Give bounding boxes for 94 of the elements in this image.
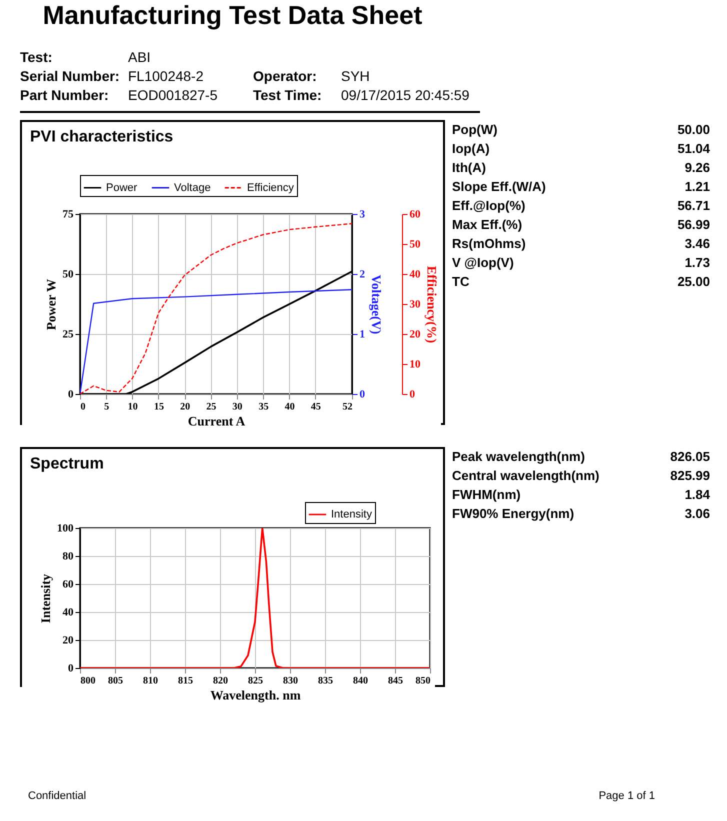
y2-tick-label: 3 [360,208,366,220]
text: Central wavelength(nm) [452,468,600,483]
text: FWHM(nm) [452,487,522,502]
text: Test: [20,49,54,65]
y2-axis-title: Voltage(V) [369,274,384,334]
text: Rs(mOhms) [452,236,527,251]
y3-tick-label: 0 [410,388,416,400]
y3-axis-title: Efficiency(%) [424,266,440,344]
x-tick-label: 850 [416,676,430,686]
text: ABI [128,49,152,65]
text: Operator: [253,68,318,84]
x-axis-title: Current A [188,414,246,428]
text: SYH [341,68,371,84]
x-tick-label: 0 [80,402,86,412]
legend-label: Intensity [331,508,372,520]
chart-title: Spectrum [30,456,104,472]
text: Iop(A) [452,141,491,156]
text: Page 1 of 1 [598,790,655,802]
x-tick-label: 25 [206,402,216,412]
y3-tick-label: 20 [410,328,421,340]
y-tick-label: 0 [68,662,74,674]
y-tick-label: 100 [57,522,74,534]
y2-tick-label: 0 [360,388,366,400]
text: 826.05 [670,449,710,464]
x-tick-label: 10 [128,402,138,412]
x-tick-label: 30 [232,402,242,412]
text: 25.00 [677,274,710,289]
text: Peak wavelength(nm) [452,449,586,464]
legend-label: Efficiency [247,182,294,194]
text: FL100248-2 [128,68,205,84]
y-tick-label: 80 [62,550,74,562]
y3-tick-label: 50 [410,238,421,250]
text: Serial Number: [20,68,121,84]
y2-tick-label: 1 [360,328,365,340]
x-tick-label: 810 [143,676,158,686]
text: Max Eff.(%) [452,217,524,232]
text: Slope Eff.(W/A) [452,179,547,194]
x-tick-label: 815 [178,676,193,686]
text: 3.06 [684,506,710,521]
text: TC [452,274,470,289]
text: Ith(A) [452,160,487,175]
text: 56.71 [677,198,710,213]
text: Manufacturing Test Data Sheet [42,0,424,31]
text: Pop(W) [452,122,498,137]
x-tick-label: 45 [310,402,321,412]
y3-tick-label: 30 [410,298,421,310]
x-tick-label: 840 [353,676,368,686]
y3-tick-label: 60 [410,208,421,220]
text: 1.21 [684,179,710,194]
y-tick-label: 40 [62,606,74,618]
y2-tick-label: 2 [360,268,366,280]
text: 3.46 [684,236,710,251]
text: Eff.@Iop(%) [452,198,526,213]
x-tick-label: 800 [80,676,96,686]
y-axis-title: Intensity [38,573,53,624]
y3-tick-label: 40 [410,268,421,280]
text: 09/17/2015 20:45:59 [341,87,470,103]
text: 825.99 [670,468,710,483]
text: FW90% Energy(nm) [452,506,576,521]
chart-title: PVI characteristics [30,128,174,146]
x-tick-label: 845 [388,676,403,686]
x-tick-label: 20 [180,402,190,412]
text: 56.99 [677,217,710,232]
y-tick-label: 75 [62,208,74,220]
legend-label: Power [106,182,138,194]
text: 50.00 [677,122,710,137]
text: Test Time: [253,87,323,103]
x-tick-label: 5 [104,402,110,412]
x-tick-label: 825 [248,676,263,686]
text: 1.84 [684,487,710,502]
x-tick-label: 52 [342,402,352,412]
text: Confidential [28,790,86,802]
y-tick-label: 20 [62,634,74,646]
x-tick-label: 820 [213,676,228,686]
y-tick-label: 0 [68,388,74,400]
y-tick-label: 50 [62,268,74,280]
text: EOD001827-5 [128,87,219,103]
y-tick-label: 60 [62,578,74,590]
text: 51.04 [677,141,710,156]
legend-label: Voltage [174,182,211,194]
x-tick-label: 835 [318,676,333,686]
x-tick-label: 15 [154,402,164,412]
text: V @Iop(V) [452,255,515,270]
text: 9.26 [684,160,710,175]
x-tick-label: 805 [108,676,123,686]
x-tick-label: 40 [284,402,295,412]
y3-tick-label: 10 [410,358,421,370]
y-axis-title: Power W [44,278,58,330]
text: Part Number: [20,87,110,103]
x-axis-title: Wavelength. nm [210,688,301,702]
x-tick-label: 35 [258,402,269,412]
text: 1.73 [684,255,710,270]
y-tick-label: 25 [62,328,74,340]
x-tick-label: 830 [283,676,298,686]
